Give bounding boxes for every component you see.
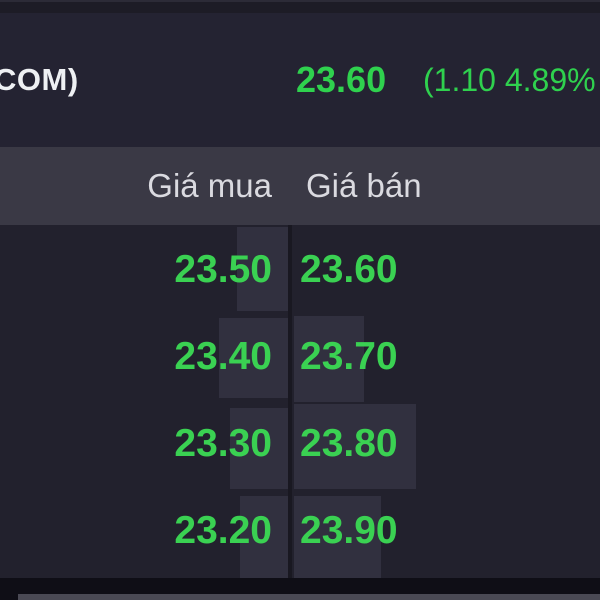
buy-price-cell[interactable]: 23.40 <box>174 335 272 378</box>
order-book-row: 23.30 23.80 <box>0 400 600 488</box>
depth-flash-bar <box>219 318 289 398</box>
bottom-dark-band <box>0 578 600 594</box>
column-header-sell-price: Giá bán <box>306 167 422 204</box>
depth-flash-bar <box>294 496 381 578</box>
bottom-bar[interactable] <box>0 594 600 600</box>
sell-price-cell[interactable]: 23.90 <box>300 509 398 552</box>
order-book-header: Giá mua Giá bán <box>0 147 600 225</box>
ticker-symbol: COM) <box>0 62 79 97</box>
column-divider <box>288 225 292 578</box>
depth-flash-bar <box>237 227 289 311</box>
depth-flash-bar <box>294 316 364 402</box>
column-header-buy-price: Giá mua <box>147 167 272 204</box>
order-book-row: 23.40 23.70 <box>0 313 600 401</box>
last-price: 23.60 <box>296 59 387 100</box>
bottom-bar-notch <box>0 594 18 600</box>
sell-price-cell[interactable]: 23.60 <box>300 248 398 291</box>
order-book: 23.50 23.60 23.40 23.70 23.30 23.80 23.2… <box>0 225 600 578</box>
buy-price-cell[interactable]: 23.30 <box>174 422 272 465</box>
quote-header: COM) 23.60 (1.10 4.89% <box>0 13 600 147</box>
buy-price-cell[interactable]: 23.20 <box>174 509 272 552</box>
price-change: (1.10 4.89% <box>423 62 596 98</box>
order-book-row: 23.20 23.90 <box>0 487 600 575</box>
top-strip <box>0 0 600 15</box>
depth-flash-bar <box>294 404 416 489</box>
order-book-row: 23.50 23.60 <box>0 226 600 314</box>
depth-flash-bar <box>230 408 288 489</box>
buy-price-cell[interactable]: 23.50 <box>174 248 272 291</box>
depth-flash-bar <box>240 496 288 578</box>
sell-price-cell[interactable]: 23.70 <box>300 335 398 378</box>
sell-price-cell[interactable]: 23.80 <box>300 422 398 465</box>
